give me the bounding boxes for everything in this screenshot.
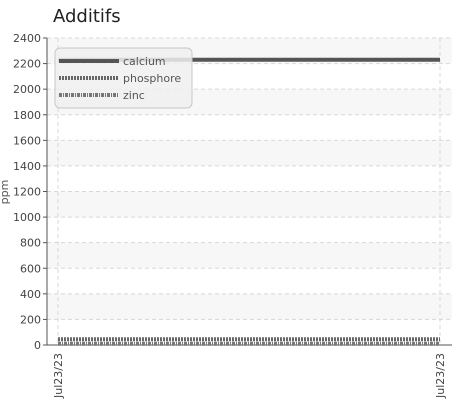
y-tick-label: 800 (20, 237, 41, 250)
y-tick-label: 1200 (13, 186, 41, 199)
y-tick-label: 1400 (13, 160, 41, 173)
y-tick-label: 2200 (13, 58, 41, 71)
grid-band (47, 140, 452, 166)
grid-band (47, 191, 452, 218)
y-tick-label: 1800 (13, 109, 41, 122)
grid-band (47, 242, 452, 269)
y-tick-label: 0 (34, 339, 41, 352)
y-tick-label: 1600 (13, 134, 41, 147)
y-axis-label: ppm (0, 180, 11, 205)
y-tick-label: 2000 (13, 83, 41, 96)
chart-title: Additifs (53, 6, 121, 27)
x-tick-label: Jul23/23 (52, 353, 65, 399)
legend-label-calcium: calcium (123, 55, 166, 68)
x-tick-label: Jul23/23 (434, 353, 447, 399)
y-tick-label: 1000 (13, 211, 41, 224)
y-tick-label: 600 (20, 262, 41, 275)
y-tick-label: 200 (20, 313, 41, 326)
y-tick-label: 2400 (13, 32, 41, 45)
grid-band (47, 293, 452, 320)
legend-label-phosphore: phosphore (123, 72, 181, 85)
legend-label-zinc: zinc (123, 89, 145, 102)
y-tick-label: 400 (20, 288, 41, 301)
